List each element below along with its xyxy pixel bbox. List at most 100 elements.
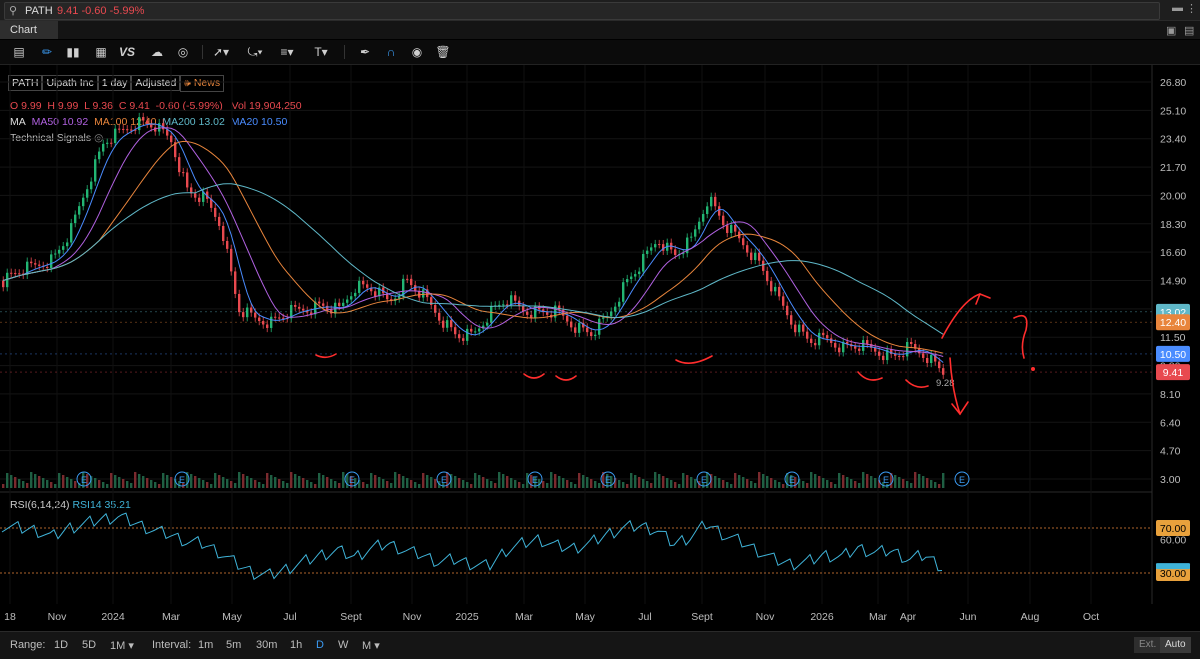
candle-body [586, 327, 589, 333]
close-icon[interactable]: ▤ [1184, 25, 1195, 37]
volume-bar [734, 473, 737, 488]
earnings-marker [954, 471, 970, 487]
technical-signals-legend[interactable]: Technical Signals ◎ [10, 132, 103, 144]
extended-hours-toggle[interactable]: Ext. [1134, 637, 1162, 653]
volume-bar [430, 477, 433, 488]
ma-label: MA [10, 116, 26, 128]
volume-bar [74, 481, 77, 488]
adjusted-chip[interactable]: Adjusted [131, 75, 181, 91]
volume-bar [726, 482, 729, 488]
annotation-stroke [555, 375, 577, 381]
volume-bar [70, 479, 73, 488]
pattern-tool-icon[interactable]: ⤿▾ [247, 45, 263, 59]
range-1m[interactable]: 1M ▾ [110, 640, 134, 652]
price-chart[interactable]: 26.80 25.10 23.40 21.70 20.00 18.30 16.60 14.90… [0, 65, 1200, 631]
candle-body [834, 342, 837, 348]
annotation-stroke [675, 355, 713, 364]
rsi-last-badge [1156, 563, 1190, 570]
volume-bar [762, 474, 765, 488]
tab-bar: Chart ▣ ▤ [0, 21, 1200, 39]
interval-w[interactable]: W [338, 639, 349, 651]
text-tool-icon[interactable]: T▾ [314, 45, 328, 59]
interval-d[interactable]: D [316, 639, 324, 651]
interval-30m[interactable]: 30m [256, 639, 278, 651]
candle-body [514, 295, 517, 301]
visibility-icon[interactable]: ◎ [94, 132, 104, 144]
volume-bar [550, 472, 553, 488]
volume-bar [590, 479, 593, 488]
interval-m[interactable]: M ▾ [362, 640, 380, 652]
candles-icon[interactable]: ▮▮ [66, 45, 80, 59]
volume-bar [270, 475, 273, 488]
candle-body [414, 285, 417, 292]
x-tick-label: Nov [48, 611, 67, 623]
interval-1m[interactable]: 1m [198, 639, 214, 651]
candle-body [630, 276, 633, 280]
volume-bar [562, 478, 565, 488]
candle-body [202, 191, 205, 202]
volume-bar [586, 477, 589, 488]
range-5d[interactable]: 5D [82, 639, 97, 651]
candle-body [574, 327, 577, 333]
symbol-chip[interactable]: PATH [8, 75, 43, 91]
chart-type-icon[interactable]: ▤ [13, 45, 25, 59]
candle-body [310, 312, 313, 315]
volume-bar [214, 473, 217, 488]
trendline-tool-icon[interactable]: ➚▾ [212, 45, 230, 59]
magnet-icon[interactable]: ∩ [386, 45, 396, 59]
candle-body [374, 291, 377, 297]
brush-icon[interactable]: ✒ [359, 45, 371, 59]
volume-bar [770, 478, 773, 488]
company-chip[interactable]: Uipath Inc [42, 75, 98, 91]
period-chip[interactable]: 1 day [97, 75, 132, 91]
annotation-dot [1031, 367, 1035, 371]
range-1d[interactable]: 1D [54, 639, 69, 651]
low-label: L [84, 100, 90, 112]
layout-grid-icon[interactable]: ▦ [95, 45, 107, 59]
candle-body [498, 304, 501, 306]
maximize-icon[interactable]: ▣ [1166, 25, 1177, 37]
interval-5m[interactable]: 5m [226, 639, 242, 651]
candle-body [382, 287, 385, 294]
volume-bar [914, 472, 917, 488]
eye-icon[interactable]: ◉ [411, 45, 423, 59]
volume-bar [178, 481, 181, 488]
volume-bar [618, 480, 621, 488]
auto-scale-toggle[interactable]: Auto [1160, 637, 1191, 653]
price-marker-label: 10.50 [1160, 349, 1186, 361]
candle-body [246, 307, 249, 318]
draw-pen-icon[interactable]: ✏ [41, 45, 53, 59]
rsi-name: RSI(6,14,24) [10, 499, 70, 511]
volume-bar [742, 477, 745, 488]
volume-label: Vol [231, 100, 247, 112]
candle-body [646, 250, 649, 254]
fib-tool-icon[interactable]: ≡▾ [280, 45, 294, 59]
volume-bar [46, 480, 49, 488]
volume-bar [934, 482, 937, 488]
cloud-icon[interactable]: ☁ [151, 45, 163, 59]
volume-bar [174, 479, 177, 488]
news-chip[interactable]: 🕪 News [180, 75, 225, 92]
candle-body [878, 351, 881, 356]
volume-bar [446, 472, 449, 488]
volume-bar [686, 475, 689, 488]
tab-chart[interactable]: Chart [0, 21, 58, 39]
earnings-marker-label: E [441, 475, 447, 485]
candle-body [486, 322, 489, 326]
candle-body [306, 310, 309, 313]
volume-bar [826, 480, 829, 488]
ma200-legend: MA200 13.02 [162, 116, 225, 128]
menu-icon[interactable]: ⋮ [1186, 3, 1197, 15]
volume-bar [90, 476, 93, 488]
trash-icon[interactable]: 🗑 [435, 45, 451, 59]
candle-body [410, 278, 413, 286]
compare-vs-icon[interactable]: VS [118, 45, 135, 59]
volume-bar [130, 483, 133, 488]
candle-body [634, 274, 637, 277]
target-icon[interactable]: ◎ [177, 45, 189, 59]
volume-bar [146, 478, 149, 488]
symbol-search-input[interactable]: ⚲ PATH 9.41 -0.60 -5.99% [4, 2, 1160, 20]
minimize-icon[interactable]: ▬ [1172, 2, 1183, 14]
interval-1h[interactable]: 1h [290, 639, 303, 651]
candle-body [862, 340, 865, 351]
